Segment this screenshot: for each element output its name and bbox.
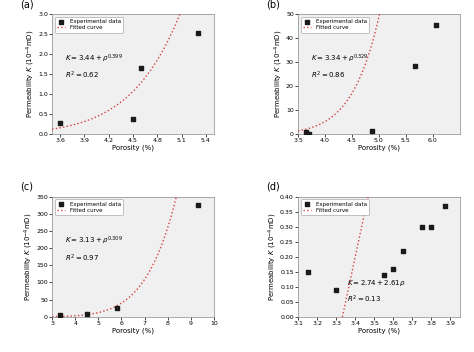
X-axis label: Porosity (%): Porosity (%) xyxy=(358,145,400,151)
Experimental data xyxy=(389,266,397,271)
Experimental data xyxy=(83,312,91,317)
Text: (b): (b) xyxy=(265,0,280,9)
Text: $K = 3.34 + \rho^{0.329}$
$R^{2} = 0.86$: $K = 3.34 + \rho^{0.329}$ $R^{2} = 0.86$ xyxy=(311,52,369,81)
Experimental data xyxy=(194,31,201,36)
Fitted curve xyxy=(126,295,132,300)
Fitted curve xyxy=(295,129,301,133)
Experimental data xyxy=(380,272,387,278)
Fitted curve xyxy=(146,71,151,75)
Text: $K = 3.44 + \rho^{0.399}$
$R^{2} = 0.62$: $K = 3.44 + \rho^{0.399}$ $R^{2} = 0.62$ xyxy=(65,52,123,81)
Experimental data xyxy=(399,248,407,253)
Fitted curve xyxy=(49,127,55,131)
Fitted curve xyxy=(182,0,188,4)
Experimental data xyxy=(129,116,137,122)
Y-axis label: Permeability $K$ (10$^{-4}$mD): Permeability $K$ (10$^{-4}$mD) xyxy=(266,213,279,301)
Fitted curve xyxy=(373,27,379,32)
Experimental data xyxy=(418,224,426,230)
Fitted curve xyxy=(127,92,133,96)
Fitted curve xyxy=(126,93,132,98)
Line: Fitted curve: Fitted curve xyxy=(298,0,460,131)
Fitted curve xyxy=(146,271,151,275)
Line: Fitted curve: Fitted curve xyxy=(52,0,214,317)
Fitted curve xyxy=(127,295,133,299)
X-axis label: Porosity (%): Porosity (%) xyxy=(358,327,400,334)
Legend: Experimental data, Fitted curve: Experimental data, Fitted curve xyxy=(301,200,369,215)
Fitted curve xyxy=(49,315,55,319)
Line: Fitted curve: Fitted curve xyxy=(52,0,214,129)
Text: (a): (a) xyxy=(20,0,33,9)
Experimental data xyxy=(411,63,419,69)
Text: $K = 3.13 + \rho^{0.309}$
$R^{2} = 0.97$: $K = 3.13 + \rho^{0.309}$ $R^{2} = 0.97$ xyxy=(65,235,123,264)
Experimental data xyxy=(332,287,340,293)
Y-axis label: Permeability $K$ (10$^{-4}$mD): Permeability $K$ (10$^{-4}$mD) xyxy=(24,30,36,118)
Experimental data xyxy=(305,131,312,137)
Experimental data xyxy=(304,269,311,275)
Experimental data xyxy=(302,130,310,135)
Experimental data xyxy=(428,224,435,230)
Fitted curve xyxy=(372,31,378,36)
Fitted curve xyxy=(182,157,188,161)
Legend: Experimental data, Fitted curve: Experimental data, Fitted curve xyxy=(301,17,369,32)
Experimental data xyxy=(137,65,145,71)
X-axis label: Porosity (%): Porosity (%) xyxy=(112,327,154,334)
Text: $K = 2.74 + 2.61\rho$
$R^{2} = 0.13$: $K = 2.74 + 2.61\rho$ $R^{2} = 0.13$ xyxy=(346,278,405,305)
X-axis label: Porosity (%): Porosity (%) xyxy=(112,145,154,151)
Experimental data xyxy=(56,120,64,126)
Legend: Experimental data, Fitted curve: Experimental data, Fitted curve xyxy=(55,200,123,215)
Fitted curve xyxy=(383,113,388,117)
Experimental data xyxy=(113,305,121,310)
Fitted curve xyxy=(392,71,397,76)
Line: Fitted curve: Fitted curve xyxy=(298,0,460,352)
Experimental data xyxy=(368,128,376,133)
Y-axis label: Permeability $K$ (10$^{-4}$mD): Permeability $K$ (10$^{-4}$mD) xyxy=(272,30,284,118)
Legend: Experimental data, Fitted curve: Experimental data, Fitted curve xyxy=(55,17,123,32)
Fitted curve xyxy=(372,163,378,167)
Fitted curve xyxy=(373,158,379,162)
Experimental data xyxy=(441,203,448,208)
Fitted curve xyxy=(137,284,143,288)
Text: (c): (c) xyxy=(20,182,33,192)
Experimental data xyxy=(56,312,64,318)
Y-axis label: Permeability $K$ (10$^{-4}$mD): Permeability $K$ (10$^{-4}$mD) xyxy=(23,213,35,301)
Text: (d): (d) xyxy=(265,182,279,192)
Experimental data xyxy=(194,202,201,207)
Experimental data xyxy=(432,22,439,28)
Fitted curve xyxy=(137,82,143,86)
